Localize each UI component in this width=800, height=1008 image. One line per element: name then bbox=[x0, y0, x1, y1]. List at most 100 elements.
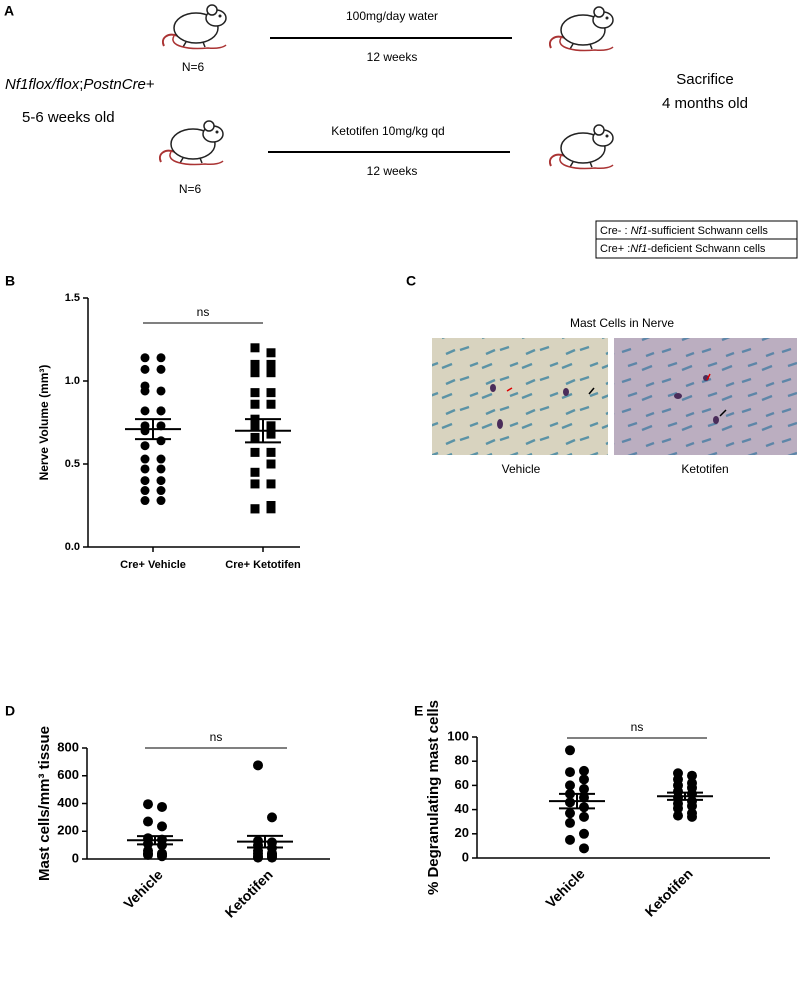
micrograph bbox=[614, 338, 797, 455]
data-point bbox=[565, 817, 575, 828]
y-tick-label: 400 bbox=[57, 795, 79, 810]
sem-bar bbox=[247, 834, 283, 849]
x-tick-label: Ketotifen bbox=[222, 866, 276, 920]
data-point bbox=[140, 496, 150, 506]
data-point bbox=[157, 801, 167, 812]
legend-box bbox=[595, 238, 798, 259]
sem-bar bbox=[245, 418, 281, 444]
panel-label: C bbox=[406, 273, 416, 289]
sem-bar bbox=[137, 835, 173, 846]
data-point bbox=[156, 386, 166, 396]
data-point bbox=[579, 802, 589, 813]
data-point bbox=[266, 447, 276, 457]
genotype-part: + bbox=[146, 76, 155, 93]
data-point bbox=[579, 843, 589, 854]
genotype-part: PostnCre bbox=[83, 76, 146, 93]
data-point bbox=[565, 797, 575, 808]
data-point bbox=[673, 810, 683, 821]
mouse-icon bbox=[158, 120, 224, 166]
data-point bbox=[253, 760, 263, 771]
data-point bbox=[266, 359, 276, 369]
y-tick-label: 0.0 bbox=[65, 541, 80, 553]
y-tick-label: 1.5 bbox=[65, 292, 80, 304]
data-point bbox=[250, 421, 260, 431]
significance-label: ns bbox=[631, 720, 644, 734]
data-point bbox=[579, 811, 589, 822]
data-point bbox=[266, 388, 276, 398]
legend-entry: Cre- : Nf1-sufficient Schwann cells bbox=[600, 225, 768, 237]
y-tick-label: 200 bbox=[57, 823, 79, 838]
data-point bbox=[266, 368, 276, 378]
data-point bbox=[579, 774, 589, 785]
arrows bbox=[506, 373, 727, 417]
sem-bar bbox=[667, 791, 703, 801]
image-label: Ketotifen bbox=[681, 462, 728, 476]
legend-part: Nf1 bbox=[630, 243, 647, 255]
x-tick-label: Ketotifen bbox=[642, 865, 696, 919]
data-point bbox=[579, 828, 589, 839]
data-point bbox=[579, 792, 589, 803]
data-point bbox=[140, 386, 150, 396]
legend-part: -sufficient Schwann cells bbox=[648, 225, 769, 237]
data-point bbox=[266, 399, 276, 409]
y-axis-label: Nerve Volume (mm³) bbox=[37, 365, 51, 481]
sem-bar bbox=[135, 418, 171, 441]
data-point bbox=[250, 432, 260, 442]
endpoint: Sacrifice bbox=[676, 71, 734, 88]
data-point bbox=[266, 421, 276, 431]
age: 5-6 weeks old bbox=[22, 109, 115, 126]
y-tick-label: 100 bbox=[447, 728, 469, 743]
data-point bbox=[687, 770, 697, 781]
y-tick-label: 60 bbox=[455, 777, 469, 792]
data-point bbox=[579, 765, 589, 776]
panel-label: B bbox=[5, 273, 15, 289]
data-point bbox=[250, 479, 260, 489]
data-point bbox=[143, 799, 153, 810]
y-tick-label: 0 bbox=[72, 850, 79, 865]
genotype-part: Nf1flox/flox bbox=[5, 76, 80, 93]
x-tick-label: Vehicle bbox=[120, 866, 166, 912]
data-point bbox=[565, 745, 575, 756]
data-point bbox=[266, 459, 276, 469]
data-point bbox=[140, 353, 150, 363]
y-tick-label: 1.0 bbox=[65, 375, 80, 387]
duration: 12 weeks bbox=[367, 164, 418, 178]
data-point bbox=[156, 486, 166, 496]
data-point bbox=[565, 780, 575, 791]
data-point bbox=[140, 486, 150, 496]
data-point bbox=[266, 348, 276, 358]
data-point bbox=[687, 811, 697, 822]
data-point bbox=[157, 821, 167, 832]
treatment: Ketotifen 10mg/kg qd bbox=[331, 124, 444, 138]
data-point bbox=[250, 399, 260, 409]
data-point bbox=[140, 364, 150, 374]
legend-part: Cre- : bbox=[600, 225, 631, 237]
significance-label: ns bbox=[210, 730, 223, 744]
data-point bbox=[156, 406, 166, 416]
data-point bbox=[157, 851, 167, 862]
cells bbox=[490, 375, 719, 429]
data-point bbox=[579, 784, 589, 795]
significance-label: ns bbox=[197, 305, 210, 319]
y-tick-label: 0 bbox=[462, 849, 469, 864]
n-label: N=6 bbox=[182, 60, 205, 74]
data-point bbox=[140, 454, 150, 464]
data-point bbox=[156, 476, 166, 486]
y-axis-label: % Degranulating mast cells bbox=[425, 700, 442, 895]
image-label: Vehicle bbox=[502, 462, 541, 476]
data-point bbox=[156, 454, 166, 464]
data-point bbox=[250, 359, 260, 369]
data-point bbox=[687, 800, 697, 811]
y-tick-label: 40 bbox=[455, 801, 469, 816]
x-tick-label: Cre+ Vehicle bbox=[120, 559, 186, 571]
data-point bbox=[266, 504, 276, 514]
data-point bbox=[156, 353, 166, 363]
y-tick-label: 800 bbox=[57, 739, 79, 754]
endpoint: 4 months old bbox=[662, 95, 748, 112]
data-point bbox=[143, 816, 153, 827]
data-point bbox=[143, 849, 153, 860]
data-point bbox=[250, 388, 260, 398]
sem-bar bbox=[559, 792, 595, 810]
data-point bbox=[156, 364, 166, 374]
